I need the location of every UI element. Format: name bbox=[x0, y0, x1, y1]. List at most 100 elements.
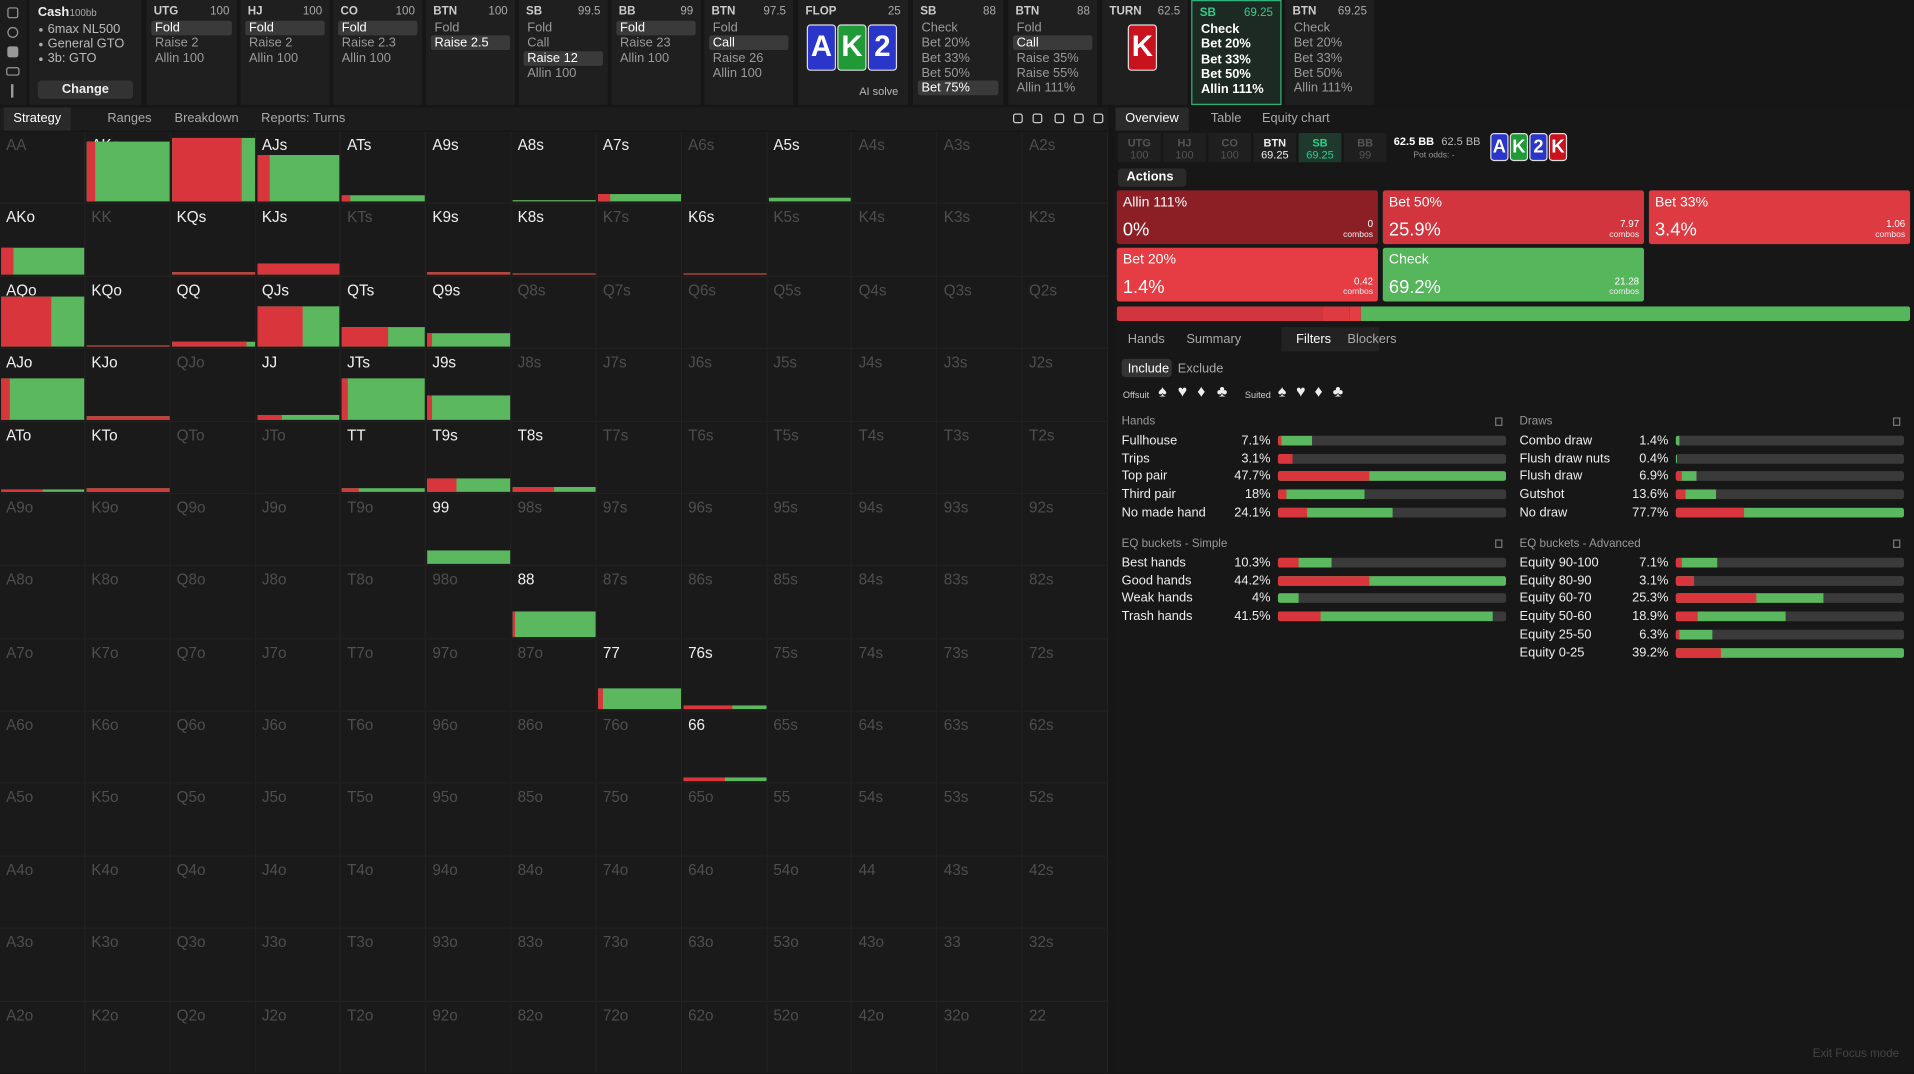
hand-cell[interactable]: 64s bbox=[852, 711, 938, 785]
filter-name[interactable]: Flush draw nuts bbox=[1519, 451, 1610, 466]
hand-cell[interactable]: Q3s bbox=[937, 276, 1023, 350]
filter-name[interactable]: Flush draw bbox=[1519, 469, 1583, 484]
hand-cell[interactable]: KJs bbox=[255, 204, 341, 277]
hand-cell[interactable]: K6s bbox=[681, 204, 768, 277]
hand-cell[interactable]: 42s bbox=[1022, 856, 1109, 930]
subtab[interactable]: Summary bbox=[1186, 331, 1242, 347]
action[interactable]: Raise 26 bbox=[712, 50, 764, 66]
hand-cell[interactable]: Q4s bbox=[852, 276, 938, 350]
hand-cell[interactable]: 32o bbox=[937, 1001, 1023, 1073]
hand-cell[interactable]: 97s bbox=[596, 494, 682, 567]
action-column[interactable]: BTN 69.25 Check Bet 20% Bet 33% Bet 50% Allin … bbox=[1285, 0, 1375, 105]
hand-cell[interactable]: 74s bbox=[852, 639, 938, 712]
suit-icon[interactable]: ♣ bbox=[1332, 382, 1344, 401]
hand-cell[interactable]: AJo bbox=[0, 349, 86, 422]
icon[interactable] bbox=[6, 67, 20, 76]
icon[interactable] bbox=[10, 84, 14, 98]
hand-cell[interactable]: 72o bbox=[596, 1001, 682, 1073]
hand-cell[interactable]: T3o bbox=[340, 929, 427, 1002]
hand-cell[interactable]: 73o bbox=[596, 929, 682, 1002]
hand-cell[interactable]: T3s bbox=[937, 421, 1023, 495]
hand-cell[interactable]: KTo bbox=[85, 421, 171, 495]
subtab[interactable]: Blockers bbox=[1347, 331, 1397, 347]
hand-cell[interactable]: K2o bbox=[85, 1001, 171, 1073]
hand-cell[interactable]: 22 bbox=[1022, 1001, 1109, 1073]
action[interactable]: Bet 50% bbox=[921, 65, 970, 81]
hand-cell[interactable]: K8s bbox=[511, 204, 597, 277]
hand-cell[interactable]: T2s bbox=[1022, 421, 1109, 495]
hand-cell[interactable]: 76s bbox=[681, 639, 768, 712]
action[interactable]: Bet 20% bbox=[921, 35, 970, 51]
action[interactable]: Allin 100 bbox=[620, 50, 670, 66]
hand-cell[interactable]: 54s bbox=[852, 784, 938, 857]
icon[interactable] bbox=[7, 26, 19, 38]
hand-cell[interactable]: 85o bbox=[511, 784, 597, 857]
action[interactable]: Raise 12 bbox=[527, 50, 578, 66]
hand-cell[interactable]: T7s bbox=[596, 421, 682, 495]
action-tile[interactable]: Bet 20% 1.4% 0.42 combos bbox=[1116, 247, 1378, 302]
filter-name[interactable]: Trips bbox=[1121, 451, 1150, 466]
hand-cell[interactable]: KK bbox=[85, 204, 171, 277]
action[interactable]: Check bbox=[1293, 20, 1331, 36]
hand-cell[interactable]: 87s bbox=[596, 566, 682, 640]
action[interactable]: Raise 2 bbox=[155, 35, 199, 51]
hand-cell[interactable]: 83s bbox=[937, 566, 1023, 640]
hand-cell[interactable]: Q8s bbox=[511, 276, 597, 350]
hand-cell[interactable]: J3s bbox=[937, 349, 1023, 422]
action[interactable]: Check bbox=[921, 20, 958, 36]
hand-cell[interactable]: J8s bbox=[511, 349, 597, 422]
action[interactable]: Fold bbox=[620, 20, 645, 36]
hand-cell[interactable]: J4o bbox=[255, 856, 341, 930]
action[interactable]: Call bbox=[527, 35, 550, 51]
view-icon[interactable] bbox=[1032, 113, 1043, 124]
action-column[interactable]: SB 69.25 Check Bet 20% Bet 33% Bet 50% Allin 1… bbox=[1191, 0, 1282, 105]
hand-cell[interactable]: J2o bbox=[255, 1001, 341, 1073]
hand-cell[interactable]: 88 bbox=[511, 566, 597, 640]
hand-cell[interactable]: Q2s bbox=[1022, 276, 1109, 350]
action[interactable]: Allin 100 bbox=[155, 50, 205, 66]
action[interactable]: Check bbox=[1200, 21, 1240, 37]
hand-cell[interactable]: 54o bbox=[767, 856, 853, 930]
hand-cell[interactable]: J4s bbox=[852, 349, 938, 422]
action[interactable]: Fold bbox=[527, 20, 553, 36]
filter-name[interactable]: Weak hands bbox=[1121, 591, 1193, 606]
hand-cell[interactable]: 92s bbox=[1022, 494, 1109, 567]
hand-cell[interactable]: JTs bbox=[340, 349, 427, 422]
hand-cell[interactable]: KQs bbox=[170, 204, 256, 277]
action[interactable]: Bet 50% bbox=[1200, 66, 1251, 82]
hand-cell[interactable]: Q6o bbox=[170, 711, 256, 785]
hand-cell[interactable]: Q5s bbox=[767, 276, 853, 350]
action-column[interactable]: BTN 88 Fold Call Raise 35% Raise 55% Allin 111… bbox=[1008, 0, 1098, 105]
hand-cell[interactable]: A7o bbox=[0, 639, 86, 712]
action-column[interactable]: SB 99.5 Fold Call Raise 12 Allin 100 bbox=[518, 0, 608, 105]
filter-name[interactable]: Equity 25-50 bbox=[1519, 627, 1592, 642]
hand-cell[interactable]: 97o bbox=[426, 639, 512, 712]
hand-cell[interactable]: 83o bbox=[511, 929, 597, 1002]
hand-cell[interactable]: J9o bbox=[255, 494, 341, 567]
tab[interactable]: Ranges bbox=[107, 111, 152, 126]
hand-cell[interactable]: JJ bbox=[255, 349, 341, 422]
hand-cell[interactable]: 66 bbox=[681, 711, 768, 785]
hand-cell[interactable]: 98o bbox=[426, 566, 512, 640]
hand-cell[interactable]: 74o bbox=[596, 856, 682, 930]
hand-cell[interactable]: A4o bbox=[0, 856, 86, 930]
hand-cell[interactable]: 92o bbox=[426, 1001, 512, 1073]
hand-cell[interactable]: T6s bbox=[681, 421, 768, 495]
hand-cell[interactable]: QQ bbox=[170, 276, 256, 350]
hand-cell[interactable]: T2o bbox=[340, 1001, 427, 1073]
action-column[interactable]: SB 88 Check Bet 20% Bet 33% Bet 50% Bet 75% bbox=[912, 0, 1004, 105]
action[interactable]: Bet 50% bbox=[1293, 65, 1343, 81]
hand-cell[interactable]: 52s bbox=[1022, 784, 1109, 857]
hand-cell[interactable]: Q9s bbox=[426, 276, 512, 350]
suit-icon[interactable]: ♠ bbox=[1277, 382, 1287, 401]
action-column[interactable]: BTN 100 Fold Raise 2.5 bbox=[425, 0, 516, 105]
hand-cell[interactable]: Q4o bbox=[170, 856, 256, 930]
action[interactable]: Raise 2.5 bbox=[434, 35, 489, 51]
view-icon[interactable] bbox=[1013, 113, 1023, 124]
hand-cell[interactable]: 93o bbox=[426, 929, 512, 1002]
action[interactable]: Bet 33% bbox=[1200, 51, 1251, 67]
hand-cell[interactable]: A6s bbox=[681, 131, 768, 205]
hand-cell[interactable]: J5s bbox=[767, 349, 853, 422]
hand-cell[interactable]: K4s bbox=[852, 204, 938, 277]
icon[interactable] bbox=[7, 7, 19, 19]
